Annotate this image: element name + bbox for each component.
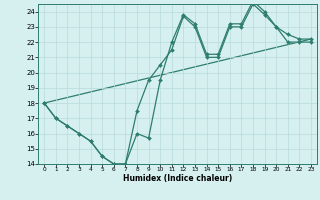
X-axis label: Humidex (Indice chaleur): Humidex (Indice chaleur) xyxy=(123,174,232,183)
